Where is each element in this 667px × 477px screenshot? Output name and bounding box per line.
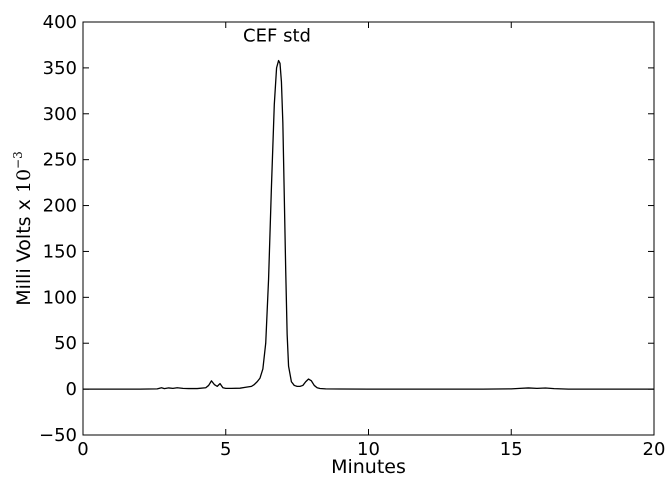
y-tick-label: 200	[43, 196, 77, 217]
x-tick-label: 5	[220, 439, 231, 460]
y-axis-label-base: 10	[13, 169, 35, 193]
y-axis-label-text: Milli Volts x	[13, 193, 35, 306]
plot-area	[83, 59, 654, 390]
y-tick-label: −50	[39, 425, 77, 446]
y-tick-label: 300	[43, 104, 77, 125]
plot-frame	[82, 21, 655, 436]
series-line-0	[83, 59, 654, 390]
y-tick-label: 350	[43, 58, 77, 79]
y-tick-label: 150	[43, 241, 77, 262]
y-axis-label: Milli Volts x 10−3	[11, 151, 35, 306]
x-tick-label: 15	[500, 439, 523, 460]
axes	[82, 21, 655, 436]
labels: 0 5 10 15 20−50050100150200250300350400Minut…	[11, 12, 665, 477]
y-tick-label: 0	[66, 379, 77, 400]
x-axis-label: Minutes	[331, 456, 406, 477]
y-tick-label: 50	[54, 333, 77, 354]
x-tick-label: 10	[357, 439, 380, 460]
y-axis-label-exponent: −3	[11, 151, 25, 169]
y-tick-label: 250	[43, 150, 77, 171]
y-tick-label: 100	[43, 287, 77, 308]
y-tick-label: 400	[43, 12, 77, 33]
peak-annotation: CEF std	[243, 26, 311, 47]
x-tick-label: 0	[77, 439, 88, 460]
x-tick-label: 20	[643, 439, 666, 460]
